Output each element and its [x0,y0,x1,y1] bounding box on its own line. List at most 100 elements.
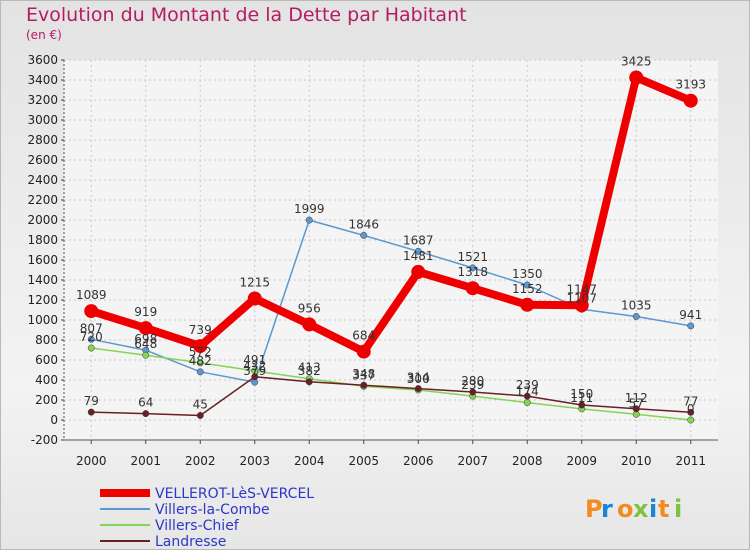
logo-letter: i [649,495,657,523]
data-label: 314 [407,371,430,385]
data-point [193,339,208,354]
logo-letter: o [617,495,634,523]
data-label: 57 [629,396,644,410]
x-tick-label: 2002 [185,454,216,468]
data-point [196,359,204,367]
data-point [87,344,95,352]
legend: VELLEROT-LèS-VERCELVillers-la-CombeVille… [100,486,314,550]
data-point [683,93,698,108]
data-label: 77 [683,394,698,408]
legend-label: Landresse [155,534,226,550]
data-label: 0 [687,402,695,416]
data-point [142,351,150,359]
y-tick-label: 600 [35,353,58,367]
y-tick-label: 2600 [27,153,58,167]
data-labels: 807 698 482 379 1999 1846 1687 1521 1350 1107 1035… [76,55,706,417]
logo-letter: x [633,495,649,523]
y-tick-label: 3200 [27,93,58,107]
y-tick-label: 3600 [27,53,58,67]
data-point [469,264,477,272]
data-label: 64 [138,396,153,410]
data-label: 1215 [239,276,270,290]
data-label: 45 [193,398,208,412]
data-point [142,410,150,418]
data-label: 1350 [512,267,543,281]
data-label: 379 [243,364,266,378]
data-label: 1152 [512,282,543,296]
chart-title: Evolution du Montant de la Dette par Hab… [26,4,467,26]
data-point [196,412,204,419]
data-point [305,216,313,224]
x-tick-label: 2007 [457,454,488,468]
data-point [520,297,535,312]
data-label: 348 [352,367,375,381]
y-tick-label: 3000 [27,113,58,127]
data-label: 684 [352,329,375,343]
y-tick-label: 2200 [27,193,58,207]
logo-letter: i [674,495,682,523]
x-tick-label: 2010 [621,454,652,468]
data-point [687,408,695,416]
data-label: 174 [516,385,539,399]
series-line [91,376,691,417]
data-label: 572 [189,345,212,359]
series-lines [84,70,698,424]
axes: -200 0 200 400 600 800 1000 1200 1400 1600 1800 200… [27,53,718,468]
data-label: 1147 [566,282,597,296]
data-point [465,281,480,296]
data-point [84,304,99,319]
data-point [687,322,695,330]
data-label: 111 [570,391,593,405]
data-label: 956 [298,301,321,315]
data-label: 739 [189,323,212,337]
data-label: 413 [298,361,321,375]
x-tick-label: 2006 [403,454,434,468]
gridlines [64,59,718,441]
data-label: 1107 [566,291,597,305]
data-point [629,70,644,85]
data-label: 280 [461,374,484,388]
data-label: 79 [84,394,99,408]
data-point [523,392,531,400]
y-tick-label: 2400 [27,173,58,187]
data-point [356,344,371,359]
logo-letter: t [658,495,669,523]
data-point [687,416,695,424]
data-label: 648 [134,337,157,351]
y-tick-label: 1200 [27,293,58,307]
data-point [414,247,422,255]
y-tick-label: 1800 [27,233,58,247]
y-tick-label: 400 [35,373,58,387]
data-label: 720 [80,330,103,344]
data-point [523,399,531,407]
x-tick-label: 2004 [294,454,325,468]
data-label: 1035 [621,299,652,313]
data-point [305,378,313,386]
data-point [87,408,95,416]
data-label: 3425 [621,55,652,69]
data-point [632,313,640,320]
x-tick-label: 2000 [76,454,107,468]
series-line [91,347,691,421]
data-label: 1318 [457,265,488,279]
data-label: 698 [134,332,157,346]
data-point [411,264,426,279]
data-point [578,401,586,409]
y-tick-label: 3400 [27,73,58,87]
proxiti-logo: Pr o x i t i [585,495,682,523]
x-tick-label: 2008 [512,454,543,468]
data-point [632,405,640,413]
data-point [469,388,477,396]
y-tick-label: 1600 [27,253,58,267]
data-label: 1089 [76,288,107,302]
y-tick-label: 2000 [27,213,58,227]
x-tick-label: 2005 [348,454,379,468]
data-label: 1687 [403,233,434,247]
data-point [360,231,368,239]
x-tick-label: 2001 [130,454,161,468]
y-tick-label: 1400 [27,273,58,287]
logo-letter: P [585,495,603,523]
data-label: 1999 [294,202,325,216]
data-label: 491 [243,353,266,367]
